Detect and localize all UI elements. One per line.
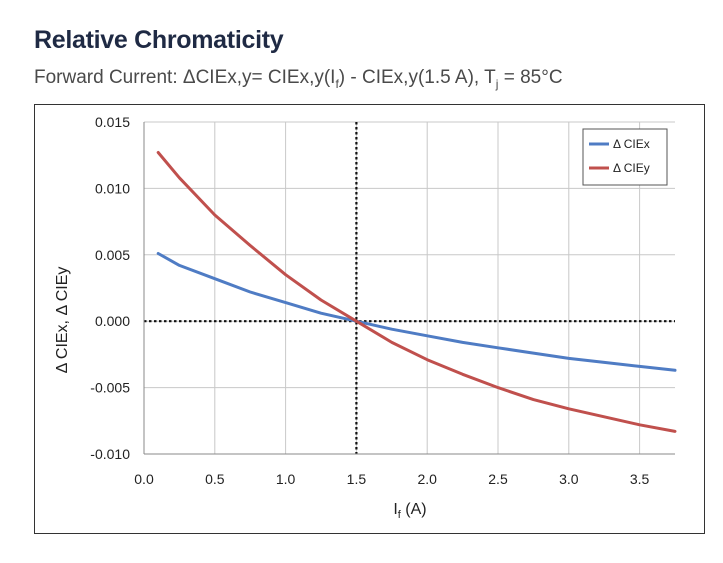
plot-border (143, 122, 675, 455)
reference-lines (144, 122, 675, 454)
y-tick-label-4: -0.005 (90, 380, 130, 396)
y-tick-label-5: -0.010 (90, 446, 130, 462)
chart-title: Relative Chromaticity (34, 26, 284, 54)
legend-label-1: Δ CIEy (613, 161, 650, 175)
chart-frame (34, 104, 705, 534)
x-axis-label-rest: (A) (401, 501, 427, 518)
x-axis-label-main: I (393, 501, 397, 518)
series-lines (156, 151, 677, 433)
x-axis-label: If (A) (393, 501, 426, 521)
x-tick-label-1: 0.5 (205, 471, 225, 487)
y-tick-labels: 0.015 0.010 0.005 0.000 -0.005 -0.010 (90, 114, 130, 462)
y-tick-label-2: 0.005 (95, 247, 130, 263)
series-line-cie-y (156, 151, 677, 433)
y-tick-label-1: 0.010 (95, 180, 130, 196)
chart-subtitle: Forward Current: ΔCIEx,y= CIEx,y(If) - C… (34, 67, 563, 91)
subtitle-sub-j: j (495, 76, 499, 91)
x-tick-label-5: 2.5 (488, 471, 508, 487)
legend-label-0: Δ CIEx (613, 137, 650, 151)
subtitle-part2: ) - CIEx,y(1.5 A), T (338, 67, 496, 88)
subtitle-sub-f: f (335, 76, 339, 91)
y-axis-label: Δ CIEx, Δ CIEy (54, 267, 71, 374)
y-tick-label-3: 0.000 (95, 313, 130, 329)
subtitle-part3: = 85°C (498, 67, 563, 88)
x-tick-label-0: 0.0 (134, 471, 154, 487)
x-tick-label-3: 1.5 (347, 471, 367, 487)
x-tick-label-6: 3.0 (559, 471, 579, 487)
x-tick-label-7: 3.5 (630, 471, 650, 487)
legend: Δ CIEx Δ CIEy (582, 128, 668, 186)
x-tick-label-4: 2.0 (417, 471, 437, 487)
legend-box (582, 128, 668, 186)
series-line-cie-x (156, 252, 677, 372)
x-tick-labels: 0.0 0.5 1.0 1.5 2.0 2.5 3.0 3.5 (134, 471, 649, 487)
subtitle-part1: Forward Current: ΔCIEx,y= CIEx,y(I (34, 67, 336, 88)
y-tick-label-0: 0.015 (95, 114, 130, 130)
x-tick-label-2: 1.0 (276, 471, 296, 487)
x-axis-label-sub: f (398, 509, 402, 521)
